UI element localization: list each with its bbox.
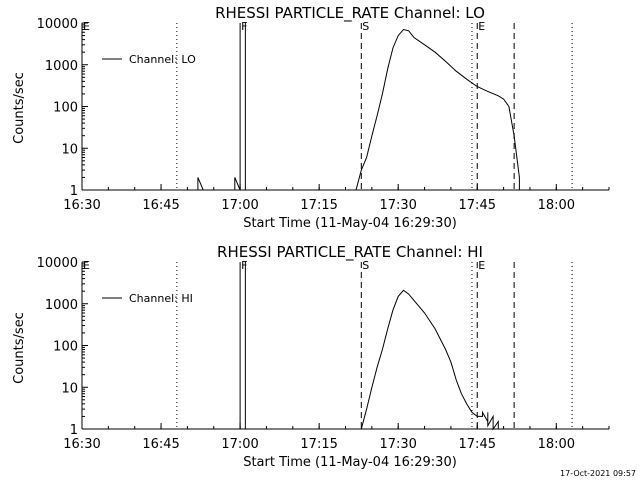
- x-tick-label: 17:30: [379, 198, 416, 213]
- chart-title: RHESSI PARTICLE_RATE Channel: LO: [215, 4, 485, 23]
- legend-label: Channel: LO: [129, 53, 196, 66]
- timestamp: 17-Oct-2021 09:57: [560, 469, 636, 478]
- series-line: [360, 289, 499, 431]
- y-tick-label: 10: [61, 381, 78, 396]
- legend-label: Channel: HI: [129, 292, 193, 305]
- y-tick-label: 10000: [37, 256, 78, 271]
- event-marker-label: F: [241, 20, 247, 33]
- x-tick-label: 18:00: [538, 198, 575, 213]
- x-tick-label: 17:15: [300, 437, 337, 452]
- x-tick-label: 16:30: [63, 437, 100, 452]
- x-tick-label: 18:00: [538, 437, 575, 452]
- y-axis-label: Counts/sec: [12, 312, 27, 384]
- x-tick-label: 17:45: [459, 437, 496, 452]
- chart-panel-hi: RHESSI PARTICLE_RATE Channel: HI Start T…: [12, 243, 610, 470]
- y-tick-label: 1: [70, 423, 78, 438]
- x-tick-label: 17:45: [459, 198, 496, 213]
- event-marker-label: S: [362, 259, 369, 272]
- x-tick-label: 16:30: [63, 198, 100, 213]
- y-tick-label: 10: [61, 142, 78, 157]
- event-marker-label: E: [83, 20, 90, 33]
- series-line: [197, 28, 520, 191]
- x-axis-label: Start Time (11-May-04 16:29:30): [243, 455, 457, 470]
- event-marker-label: E: [83, 259, 90, 272]
- chart-title: RHESSI PARTICLE_RATE Channel: HI: [217, 243, 483, 262]
- x-tick-label: 16:45: [142, 437, 179, 452]
- y-tick-label: 1000: [45, 59, 78, 74]
- y-tick-label: 1000: [45, 298, 78, 313]
- y-tick-label: 100: [53, 101, 78, 116]
- x-tick-label: 16:45: [142, 198, 179, 213]
- event-marker-label: F: [241, 259, 247, 272]
- y-tick-label: 10000: [37, 17, 78, 32]
- x-tick-label: 17:00: [221, 198, 258, 213]
- y-tick-label: 1: [70, 184, 78, 199]
- chart-panel-lo: RHESSI PARTICLE_RATE Channel: LO Start T…: [12, 4, 610, 231]
- y-tick-label: 100: [53, 340, 78, 355]
- y-axis-label: Counts/sec: [12, 72, 27, 144]
- x-tick-label: 17:15: [300, 198, 337, 213]
- event-marker-label: S: [362, 20, 369, 33]
- x-tick-label: 17:30: [379, 437, 416, 452]
- x-axis-label: Start Time (11-May-04 16:29:30): [243, 216, 457, 231]
- x-tick-label: 17:00: [221, 437, 258, 452]
- event-marker-label: E: [478, 20, 485, 33]
- event-marker-label: E: [478, 259, 485, 272]
